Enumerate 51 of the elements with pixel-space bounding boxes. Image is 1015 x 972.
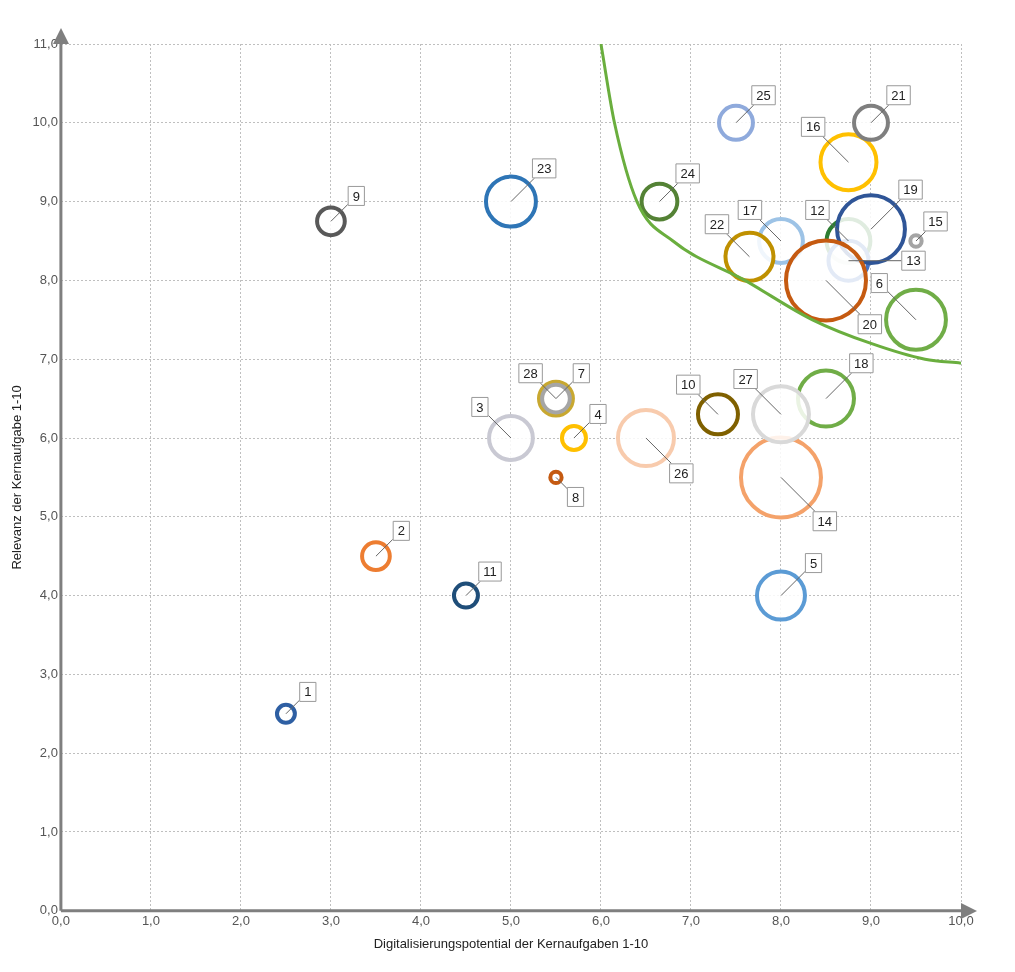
y-tick-label: 4,0 [39,587,58,603]
annotation: 8 [571,489,580,505]
annotation: 11 [483,564,497,580]
annotation: 15 [928,214,943,230]
annotation: 14 [817,513,833,529]
y-tick-label: 8,0 [39,271,58,287]
annotation: 1 [304,684,312,700]
y-tick-label: 9,0 [39,193,58,209]
y-axis-title: Relevanz der Kernaufgabe 1-10 [9,385,25,570]
annotation: 4 [594,406,602,422]
annotation: 13 [906,253,921,269]
annotation: 23 [536,160,552,176]
y-tick-label: 3,0 [39,665,58,681]
annotation: 27 [738,371,753,387]
x-tick-label: 4,0 [411,913,430,929]
y-tick-label: 1,0 [39,823,58,839]
annotation: 26 [674,465,689,481]
annotation: 5 [809,555,818,571]
annotation: 3 [476,399,484,415]
annotation: 7 [577,365,585,381]
x-tick-label: 7,0 [681,913,701,929]
annotation: 16 [805,119,821,135]
annotation: 20 [862,316,878,332]
annotation: 9 [352,188,360,204]
y-tick-label: 2,0 [39,744,58,760]
annotation: 17 [742,202,758,218]
annotation: 21 [891,87,906,103]
x-tick-label: 8,0 [771,913,791,929]
x-axis-title: Digitalisierungspotential der Kernaufgaben 1-10 [373,935,649,951]
x-tick-label: 3,0 [321,913,340,929]
x-tick-label: 5,0 [501,913,520,929]
y-tick-label: 6,0 [39,429,58,445]
x-tick-label: 9,0 [861,913,881,929]
x-tick-label: 2,0 [231,913,250,929]
y-tick-label: 5,0 [39,508,58,524]
annotation: 6 [875,275,883,291]
annotation: 22 [709,216,725,232]
annotation: 19 [903,182,918,198]
annotation: 28 [523,365,538,381]
annotation: 12 [810,202,825,218]
annotation: 10 [681,377,696,393]
y-tick-label: 7,0 [39,350,58,366]
annotation: 18 [854,355,869,371]
annotation: 24 [680,165,695,181]
y-tick-label: 10,0 [32,114,58,130]
x-tick-label: 10,0 [948,913,974,929]
x-tick-label: 1,0 [141,913,160,929]
x-tick-label: 0,0 [51,913,70,929]
annotation: 25 [756,87,771,103]
annotation: 2 [397,523,405,539]
x-tick-label: 6,0 [591,913,610,929]
